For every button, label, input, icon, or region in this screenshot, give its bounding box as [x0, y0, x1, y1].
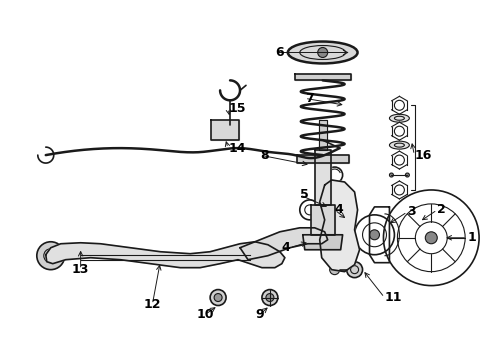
Circle shape — [390, 173, 393, 177]
Circle shape — [425, 232, 437, 244]
Circle shape — [405, 173, 409, 177]
Text: 12: 12 — [144, 298, 161, 311]
Text: 13: 13 — [72, 263, 89, 276]
Polygon shape — [297, 155, 348, 163]
Ellipse shape — [288, 41, 358, 63]
Text: 6: 6 — [275, 46, 284, 59]
Circle shape — [217, 122, 233, 138]
Polygon shape — [295, 75, 350, 80]
Text: 8: 8 — [260, 149, 269, 162]
Text: 1: 1 — [467, 231, 476, 244]
Text: 15: 15 — [228, 102, 245, 115]
Text: 16: 16 — [415, 149, 432, 162]
Circle shape — [266, 293, 274, 302]
Text: 10: 10 — [196, 308, 214, 321]
Circle shape — [210, 289, 226, 306]
Circle shape — [330, 265, 340, 275]
Polygon shape — [240, 228, 328, 260]
Circle shape — [37, 242, 65, 270]
Polygon shape — [46, 242, 285, 268]
Text: 3: 3 — [407, 205, 416, 219]
Circle shape — [48, 253, 54, 259]
Polygon shape — [311, 205, 335, 235]
Circle shape — [318, 48, 328, 58]
Circle shape — [262, 289, 278, 306]
Circle shape — [346, 262, 363, 278]
Text: 4: 4 — [335, 203, 343, 216]
Circle shape — [369, 230, 379, 240]
Polygon shape — [315, 150, 331, 205]
Ellipse shape — [390, 141, 409, 149]
Circle shape — [226, 121, 234, 129]
Text: 2: 2 — [437, 203, 446, 216]
Polygon shape — [303, 235, 343, 250]
Text: 11: 11 — [385, 291, 402, 304]
Polygon shape — [211, 120, 239, 140]
Text: 5: 5 — [300, 188, 309, 202]
Text: 4: 4 — [281, 241, 290, 254]
Polygon shape — [319, 180, 360, 272]
Text: 14: 14 — [228, 141, 245, 155]
Ellipse shape — [390, 114, 409, 122]
Circle shape — [332, 222, 347, 238]
Polygon shape — [318, 120, 327, 150]
Text: 7: 7 — [305, 92, 314, 105]
Text: 9: 9 — [256, 308, 264, 321]
Circle shape — [214, 293, 222, 302]
